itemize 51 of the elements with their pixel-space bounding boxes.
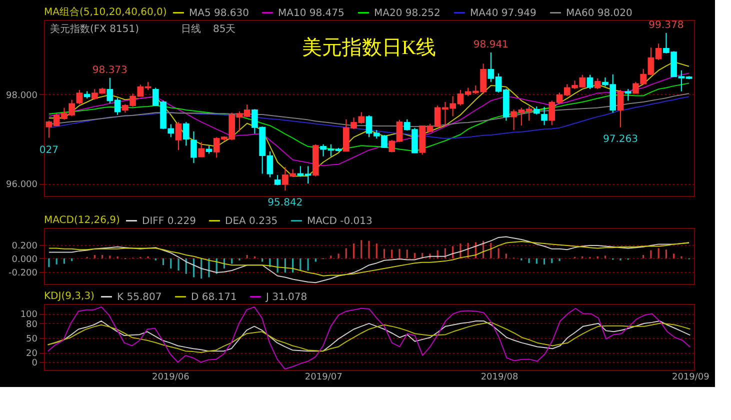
legend-title: MA组合(5,10,20,40,60,0) [44,6,167,18]
y-tick-label: 0.000 [12,254,38,265]
x-tick-label: 2019/09 [672,372,710,382]
text: 美元指数日K线 [302,36,436,59]
legend-label: DIFF 0.229 [142,216,196,227]
annotation: 98.373 [92,64,128,76]
annotation: 98.941 [473,39,508,50]
candlestick [198,142,205,158]
candlestick [190,130,197,164]
x-tick-label: 2019/07 [304,372,342,382]
legend-title: KDJ(9,3,3) [44,291,95,302]
annotation: 美元指数(FX 8151) [50,23,140,35]
y-tick-label: 80 [26,320,38,330]
legend-label: MACD -0.013 [307,216,372,227]
line-series [48,240,690,276]
candlestick [76,89,83,105]
candlestick [541,106,548,126]
legend-label: D 68.171 [191,292,237,303]
line-series [48,236,690,284]
legend-label: MA20 98.252 [374,8,440,19]
candlestick [182,122,190,146]
line-series [47,306,691,370]
y-tick-label: 96.000 [6,180,38,190]
legend-label: MA10 98.475 [278,8,344,19]
annotation: 99.378 [648,20,684,32]
candlestick [594,78,601,90]
candlestick [586,74,594,90]
legend-label: MA60 98.020 [566,8,632,19]
y-tick-label: -0.200 [8,268,38,278]
annotation: 95.842 [268,198,303,209]
candlestick [274,174,281,186]
x-tick-label: 2019/06 [152,372,190,382]
legend-label: MA5 98.630 [189,8,249,19]
legend-label: J 31.078 [265,292,308,303]
y-tick-label: 0.200 [12,241,38,252]
legend-label: K 55.807 [117,292,162,303]
annotation: 日线 [181,23,201,35]
annotation: 85天 [213,24,236,35]
annotation: 97.263 [602,134,638,146]
legend-title: MACD(12,26,9) [44,215,120,226]
candlestick [175,122,182,151]
legend-label: MA40 97.949 [470,8,536,19]
y-tick-label: 100 [20,310,38,320]
x-tick-label: 2019/08 [480,372,518,382]
candlestick [624,88,632,102]
y-tick-label: 0 [32,358,38,369]
legend-label: DEA 0.235 [225,216,278,227]
candlestick [617,89,624,128]
y-tick-label: 20 [26,349,38,360]
y-tick-label: 98.000 [6,90,38,101]
y-tick-label: 50 [26,334,38,344]
